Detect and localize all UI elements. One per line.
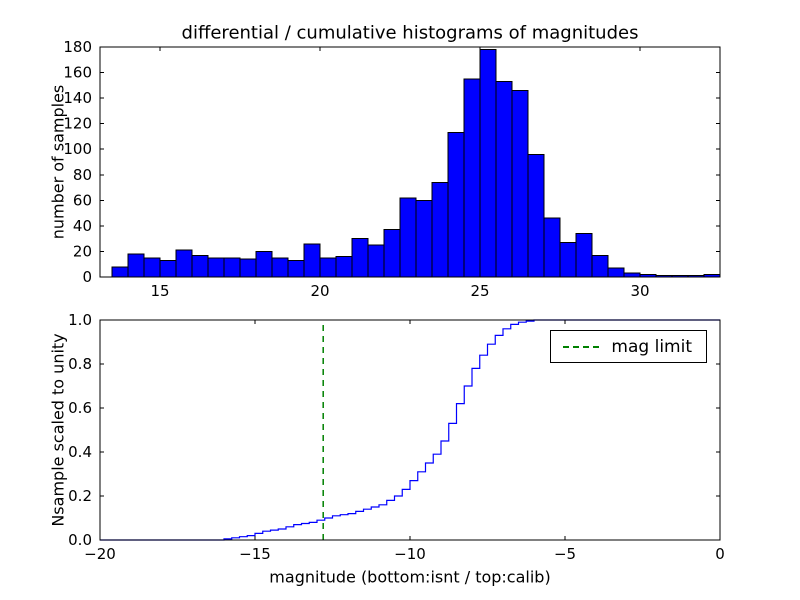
- top-y-tick-label: 120: [63, 115, 92, 133]
- histogram-bar: [127, 253, 145, 278]
- histogram-bar: [543, 217, 561, 278]
- legend-label: mag limit: [611, 336, 692, 357]
- histogram-bar: [383, 229, 401, 278]
- histogram-bar: [255, 250, 273, 278]
- legend-dashed-line-sample: [563, 345, 600, 348]
- top-y-tick-label: 160: [63, 64, 92, 82]
- top-y-tick-label: 100: [63, 140, 92, 158]
- histogram-bar: [319, 257, 337, 278]
- top-x-tick-label: 20: [310, 282, 329, 300]
- histogram-bar: [415, 199, 433, 278]
- bottom-x-tick-label: −5: [554, 545, 576, 563]
- histogram-bar: [511, 89, 529, 278]
- top-y-tick-label: 80: [73, 166, 92, 184]
- histogram-bar: [447, 132, 465, 278]
- histogram-bar: [495, 81, 513, 278]
- bottom-y-tick-label: 1.0: [68, 311, 92, 329]
- bottom-x-tick-label: −10: [394, 545, 426, 563]
- histogram-bar: [351, 238, 369, 278]
- histogram-bar: [143, 257, 161, 278]
- histogram-bar: [575, 233, 593, 278]
- top-x-tick-label: 30: [630, 282, 649, 300]
- histogram-bar: [559, 242, 577, 278]
- top-y-axis-label: number of samples: [48, 84, 68, 240]
- bottom-x-axis-label: magnitude (bottom:isnt / top:calib): [269, 567, 551, 587]
- histogram-bar: [591, 254, 609, 278]
- histogram-bar: [367, 244, 385, 278]
- bottom-x-tick-label: −20: [84, 545, 116, 563]
- histogram-bar: [207, 257, 225, 278]
- histogram-bar: [431, 181, 449, 278]
- histogram-bar: [527, 153, 545, 278]
- legend: mag limit: [550, 330, 707, 363]
- histogram-bar: [111, 266, 129, 278]
- histogram-bar: [399, 197, 417, 278]
- histogram-bar: [191, 254, 209, 278]
- top-y-tick-label: 20: [73, 242, 92, 260]
- top-x-tick-label: 25: [470, 282, 489, 300]
- bottom-y-tick-label: 0.2: [68, 487, 92, 505]
- histogram-bar: [607, 267, 625, 278]
- histogram-bar: [463, 78, 481, 278]
- top-axes-spine: [99, 46, 721, 278]
- bottom-y-tick-label: 0.4: [68, 443, 92, 461]
- bottom-y-axis-label: Nsample scaled to unity: [48, 333, 68, 527]
- histogram-bar: [623, 272, 641, 278]
- histogram-bar: [271, 257, 289, 278]
- bottom-y-tick-label: 0.6: [68, 399, 92, 417]
- bottom-x-tick-label: −15: [239, 545, 271, 563]
- histogram-bar: [479, 49, 497, 278]
- bottom-y-tick-label: 0.0: [68, 531, 92, 549]
- histogram-bar: [287, 259, 305, 278]
- top-y-tick-label: 180: [63, 38, 92, 56]
- cumulative-step-line: [100, 319, 720, 541]
- histogram-bar: [159, 259, 177, 278]
- top-y-tick-label: 60: [73, 191, 92, 209]
- bottom-axes-spine: [99, 319, 721, 541]
- chart-title: differential / cumulative histograms of …: [181, 22, 639, 44]
- histogram-bar: [303, 243, 321, 278]
- histogram-bar: [175, 249, 193, 278]
- top-y-tick-label: 0: [82, 268, 92, 286]
- top-y-tick-label: 40: [73, 217, 92, 235]
- histogram-bar: [223, 257, 241, 278]
- bottom-y-tick-label: 0.8: [68, 355, 92, 373]
- bottom-x-tick-label: 0: [715, 545, 725, 563]
- histogram-bar: [335, 256, 353, 278]
- histogram-bar: [239, 258, 257, 278]
- top-y-tick-label: 140: [63, 89, 92, 107]
- top-x-tick-label: 15: [150, 282, 169, 300]
